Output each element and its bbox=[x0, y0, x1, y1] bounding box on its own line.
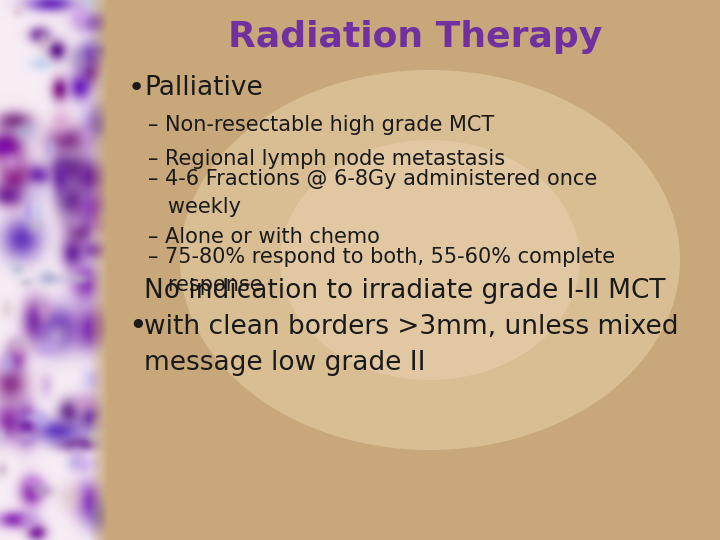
Ellipse shape bbox=[180, 70, 680, 450]
Text: •: • bbox=[128, 74, 145, 102]
Text: •: • bbox=[128, 312, 147, 342]
Text: – Alone or with chemo: – Alone or with chemo bbox=[148, 227, 380, 247]
Text: – 75-80% respond to both, 55-60% complete
   response: – 75-80% respond to both, 55-60% complet… bbox=[148, 247, 615, 295]
Text: No indication to irradiate grade I-II MCT
with clean borders >3mm, unless mixed
: No indication to irradiate grade I-II MC… bbox=[144, 278, 678, 376]
Ellipse shape bbox=[280, 140, 580, 380]
Text: – Non-resectable high grade MCT: – Non-resectable high grade MCT bbox=[148, 115, 494, 135]
Text: Palliative: Palliative bbox=[144, 75, 263, 101]
Text: – Regional lymph node metastasis: – Regional lymph node metastasis bbox=[148, 149, 505, 169]
Text: – 4-6 Fractions @ 6-8Gy administered once
   weekly: – 4-6 Fractions @ 6-8Gy administered onc… bbox=[148, 170, 598, 217]
Text: Radiation Therapy: Radiation Therapy bbox=[228, 20, 602, 54]
